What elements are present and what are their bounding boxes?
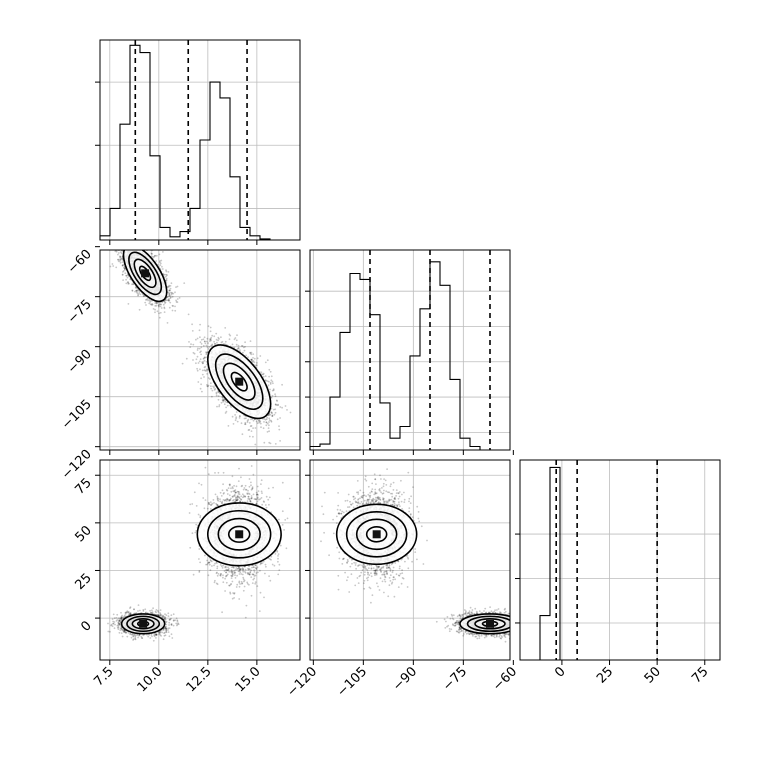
- contour-level-1: [128, 251, 163, 296]
- contour-level-2: [355, 518, 398, 551]
- contour-level-0: [120, 613, 166, 635]
- contour-level-2: [474, 618, 506, 630]
- density-peak: [235, 377, 244, 386]
- contour-level-1: [214, 353, 264, 410]
- y-tick-label-2-1: 50: [73, 523, 95, 545]
- panel-frame: [99, 249, 301, 451]
- scatter-points: [107, 465, 291, 642]
- y-tick-label-1-4: −120: [59, 447, 95, 483]
- contour-level-3: [230, 371, 248, 392]
- y-tick-label-1-0: −60: [65, 247, 95, 277]
- contour-level-2: [133, 258, 157, 289]
- contour-level-3: [227, 525, 251, 543]
- contour-level-1: [466, 615, 510, 633]
- contour-level-2: [131, 618, 155, 630]
- y-tick-label-2-0: 75: [73, 475, 95, 497]
- contour-level-0: [207, 344, 272, 420]
- x-tick-label-1-3: −75: [440, 664, 470, 694]
- histogram-step-1: [309, 261, 510, 451]
- panel-frame: [309, 249, 511, 451]
- density-peak: [139, 619, 148, 628]
- x-tick-label-0-2: 12.5: [184, 664, 215, 695]
- scatter-panel-0-2: [99, 459, 301, 661]
- contour-level-3: [365, 525, 388, 543]
- y-tick-label-1-2: −90: [65, 347, 95, 377]
- y-tick-label-1-3: −105: [59, 397, 95, 433]
- histogram-step-2: [520, 466, 720, 661]
- y-tick-label-2-3: 0: [78, 618, 94, 634]
- density-peak: [486, 619, 494, 628]
- histogram-panel-1: [305, 249, 511, 451]
- scatter-points: [109, 250, 292, 450]
- x-tick-label-1-4: −60: [490, 664, 520, 694]
- x-tick-label-2-0: 0: [552, 664, 568, 680]
- x-tick-label-0-1: 10.0: [135, 664, 166, 695]
- x-tick-label-0-0: 7.5: [91, 664, 116, 689]
- contour-level-1: [126, 615, 161, 633]
- histogram-step-0: [99, 44, 300, 241]
- x-tick-label-1-1: −105: [334, 664, 370, 700]
- x-tick-label-0-3: 15.0: [233, 664, 264, 695]
- density-peak: [141, 269, 150, 278]
- x-tick-label-2-2: 50: [642, 664, 664, 686]
- contour-level-1: [345, 510, 408, 558]
- panel-frame: [99, 459, 301, 661]
- y-tick-label-1-1: −75: [65, 297, 95, 327]
- x-tick-label-2-1: 25: [594, 664, 616, 686]
- contour-level-1: [206, 509, 272, 559]
- contour-level-0: [459, 613, 510, 635]
- x-tick-label-1-0: −120: [284, 664, 320, 700]
- histogram-panel-2: [515, 459, 721, 661]
- panel-frame: [309, 459, 511, 661]
- contour-level-2: [217, 517, 261, 551]
- panel-frame: [519, 459, 721, 661]
- scatter-panel-0-1: [99, 249, 301, 451]
- y-tick-label-2-2: 25: [73, 571, 95, 593]
- panel-frame: [99, 39, 301, 241]
- scatter-points: [320, 468, 510, 643]
- x-tick-label-2-3: 75: [689, 664, 711, 686]
- x-tick-label-1-2: −90: [390, 664, 420, 694]
- histogram-panel-0: [95, 39, 301, 241]
- contour-level-0: [335, 503, 418, 566]
- contour-level-0: [196, 502, 282, 567]
- contour-level-0: [122, 250, 168, 303]
- scatter-panel-1-2: [309, 459, 511, 661]
- contour-level-2: [222, 362, 256, 401]
- density-peak: [372, 530, 381, 539]
- density-peak: [235, 530, 244, 539]
